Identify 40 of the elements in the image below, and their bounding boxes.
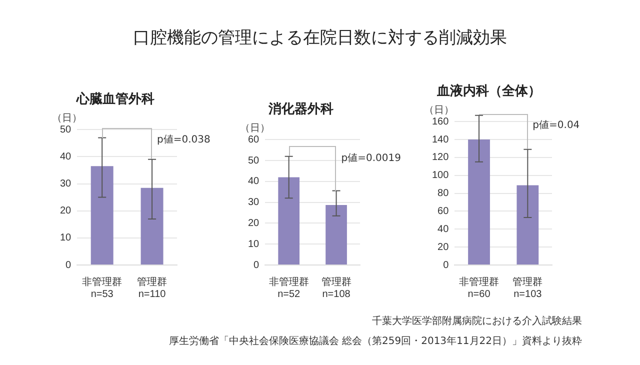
annotation: p値=0.0019 <box>341 152 401 164</box>
annotation: p値=0.04 <box>532 119 580 132</box>
y-axis-title: （日） <box>52 113 82 124</box>
y-tick-label: 40 <box>60 151 72 162</box>
y-tick-label: 100 <box>432 170 450 182</box>
x-tick-label: 非管理群 n=53 <box>82 276 122 300</box>
chart-title: 消化器外科 <box>268 102 334 118</box>
chart-title: 心臓血管外科 <box>76 91 154 108</box>
x-tick-label: 管理群 n=103 <box>512 276 543 300</box>
y-tick-label: 0 <box>443 260 450 271</box>
y-tick-label: 20 <box>248 218 260 229</box>
x-tick-label: 管理群 n=108 <box>321 276 352 300</box>
annotation: p値=0.038 <box>157 133 210 146</box>
y-tick-label: 50 <box>248 155 260 166</box>
x-tick-label: 非管理群 n=60 <box>459 276 500 300</box>
y-tick-label: 160 <box>432 116 450 128</box>
y-tick-label: 50 <box>60 124 72 136</box>
y-tick-label: 20 <box>438 242 450 253</box>
y-tick-label: 30 <box>248 197 260 208</box>
y-tick-label: 60 <box>248 134 260 146</box>
y-tick-label: 10 <box>60 232 72 244</box>
y-tick-label: 120 <box>432 152 450 164</box>
x-tick-label: 管理群 n=110 <box>137 276 168 300</box>
y-tick-label: 10 <box>248 238 260 250</box>
y-tick-label: 60 <box>438 206 450 217</box>
text: 厚生労働省「中央社会保険医療協議会 総会（第259回・2013年11月22日）」資料より抜粋 <box>168 334 582 349</box>
y-tick-label: 40 <box>248 176 260 188</box>
y-axis-title: （日） <box>424 105 454 116</box>
y-axis-title: （日） <box>240 123 270 134</box>
y-tick-label: 80 <box>438 188 450 200</box>
y-tick-label: 140 <box>432 134 450 146</box>
text: 千葉大学医学部附属病院における介入試験結果 <box>371 314 582 329</box>
y-tick-label: 20 <box>60 206 72 217</box>
chart-title: 血液内科（全体） <box>436 83 541 100</box>
text: 口腔機能の管理による在院日数に対する削減効果 <box>132 27 508 49</box>
y-tick-label: 40 <box>438 224 450 235</box>
y-tick-label: 0 <box>254 260 260 271</box>
x-tick-label: 非管理群 n=52 <box>268 276 309 300</box>
y-tick-label: 0 <box>66 260 72 271</box>
y-tick-label: 30 <box>60 178 72 190</box>
